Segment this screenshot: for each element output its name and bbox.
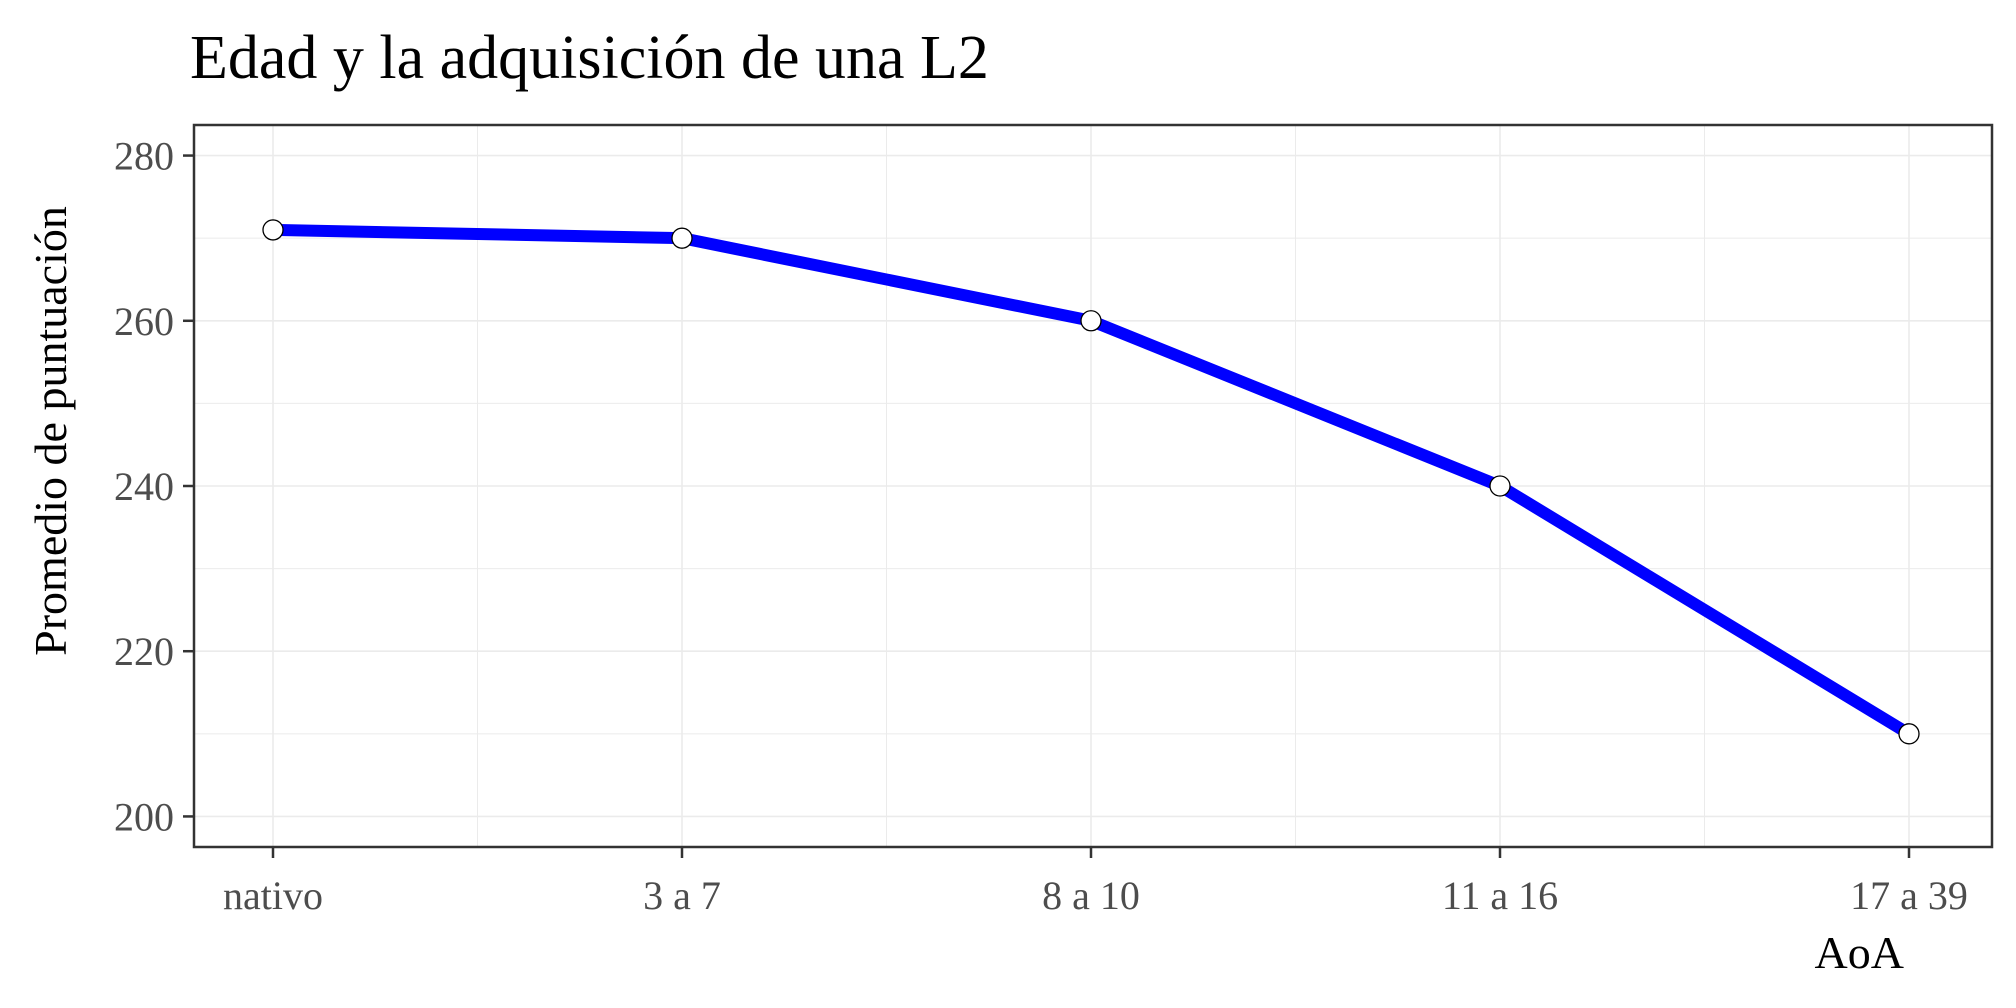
- axes: 200 220 240 260 280 nativo 3 a 7 8 a 10 11 a 16 1…: [114, 134, 1968, 918]
- chart-title: Edad y la adquisición de una L2: [190, 24, 989, 92]
- data-point: [262, 219, 284, 241]
- x-tick-label: 8 a 10: [1042, 873, 1140, 918]
- y-tick-label: 220: [114, 629, 174, 674]
- x-tick-label: 11 a 16: [1442, 873, 1558, 918]
- data-point: [1489, 475, 1511, 497]
- x-tick-label: 3 a 7: [643, 873, 721, 918]
- y-tick-label: 280: [114, 134, 174, 179]
- x-tick-label: 17 a 39: [1850, 873, 1968, 918]
- x-axis-title: AoA: [1815, 927, 1904, 978]
- x-tick-label: nativo: [223, 873, 323, 918]
- y-tick-label: 260: [114, 299, 174, 344]
- data-point: [671, 227, 693, 249]
- y-axis-title: Promedio de puntuación: [25, 206, 76, 656]
- y-tick-label: 200: [114, 794, 174, 839]
- data-points-layer: [262, 219, 1920, 745]
- grid-lines: [194, 125, 1992, 847]
- data-point: [1898, 723, 1920, 745]
- data-point: [1080, 310, 1102, 332]
- y-tick-label: 240: [114, 464, 174, 509]
